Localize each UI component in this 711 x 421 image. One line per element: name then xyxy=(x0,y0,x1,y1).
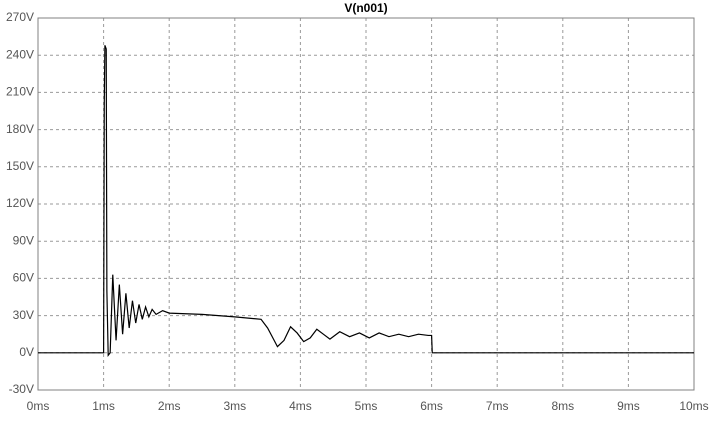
x-tick-label: 7ms xyxy=(486,399,509,413)
x-tick-label: 9ms xyxy=(617,399,640,413)
y-tick-label: 30V xyxy=(13,308,34,322)
chart-title: V(n001) xyxy=(344,1,387,15)
x-tick-label: 10ms xyxy=(679,399,708,413)
x-tick-label: 5ms xyxy=(355,399,378,413)
y-tick-label: 270V xyxy=(6,10,34,24)
y-tick-label: 120V xyxy=(6,196,34,210)
x-tick-label: 8ms xyxy=(551,399,574,413)
y-tick-label: 0V xyxy=(19,345,34,359)
y-tick-label: 150V xyxy=(6,159,34,173)
waveform xyxy=(38,45,694,357)
x-tick-label: 0ms xyxy=(27,399,50,413)
y-tick-label: -30V xyxy=(9,382,34,396)
y-tick-label: 60V xyxy=(13,271,34,285)
x-tick-label: 2ms xyxy=(158,399,181,413)
x-tick-label: 3ms xyxy=(223,399,246,413)
plot-frame xyxy=(37,17,695,391)
y-tick-label: 240V xyxy=(6,47,34,61)
y-tick-label: 90V xyxy=(13,233,34,247)
y-tick-label: 210V xyxy=(6,85,34,99)
x-tick-label: 1ms xyxy=(92,399,115,413)
x-tick-label: 6ms xyxy=(420,399,443,413)
y-tick-label: 180V xyxy=(6,122,34,136)
x-tick-label: 4ms xyxy=(289,399,312,413)
